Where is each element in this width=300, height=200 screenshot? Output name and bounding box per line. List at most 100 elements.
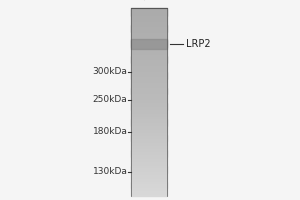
Bar (130, 82, 166, 83)
Text: LRP2: LRP2 (186, 39, 211, 49)
Bar (130, 195, 166, 196)
Bar (130, 131, 166, 132)
Bar (130, 11, 166, 13)
Bar (130, 108, 166, 110)
Bar (130, 31, 166, 32)
Bar (130, 167, 166, 169)
Bar (130, 40, 166, 41)
Bar (130, 138, 166, 140)
Bar (130, 185, 166, 187)
Bar (130, 49, 166, 50)
Bar (130, 35, 166, 36)
Bar (130, 193, 166, 194)
Bar (130, 142, 166, 143)
Bar (130, 25, 166, 26)
Bar (130, 30, 166, 32)
Bar (130, 47, 166, 48)
Bar (130, 48, 166, 49)
Bar (130, 99, 166, 100)
Bar (130, 157, 166, 158)
Bar (130, 122, 166, 124)
Bar (130, 178, 166, 179)
Bar (130, 56, 166, 57)
Bar (130, 68, 166, 69)
Bar (130, 84, 166, 85)
Bar (130, 52, 166, 53)
Bar (130, 77, 166, 79)
Bar (130, 123, 166, 125)
Bar (130, 107, 166, 109)
Bar (130, 129, 166, 130)
Bar (130, 79, 166, 80)
Bar (130, 102, 166, 103)
Bar (130, 16, 166, 17)
Bar (130, 133, 166, 134)
Bar (130, 143, 166, 144)
Bar (130, 22, 166, 23)
Bar (130, 176, 166, 177)
Bar (130, 93, 166, 94)
Bar (130, 59, 166, 61)
Bar (130, 34, 166, 35)
Bar (130, 72, 166, 73)
Text: Mouse lung: Mouse lung (139, 0, 182, 2)
Bar (130, 38, 166, 39)
Bar (130, 57, 166, 59)
Bar (130, 96, 166, 97)
Text: 300kDa: 300kDa (93, 68, 128, 76)
Bar (130, 127, 166, 128)
Bar (130, 150, 166, 152)
Bar (130, 168, 166, 170)
Bar (130, 20, 166, 21)
Bar (130, 72, 166, 74)
Bar (130, 17, 166, 18)
Bar (130, 113, 166, 114)
Bar (130, 43, 166, 45)
Bar (130, 91, 166, 93)
Bar (130, 166, 166, 168)
Bar (130, 70, 166, 71)
Bar (130, 41, 166, 43)
Bar (130, 50, 166, 51)
Bar (130, 119, 166, 121)
Bar (130, 145, 166, 146)
Bar (130, 76, 166, 78)
Bar (130, 137, 166, 139)
Bar (130, 125, 166, 126)
Bar (130, 134, 166, 135)
Bar (130, 19, 166, 20)
Bar (130, 161, 166, 162)
Bar (130, 180, 166, 181)
Bar (130, 75, 166, 77)
Bar (130, 12, 166, 14)
Bar (130, 51, 166, 52)
Bar (130, 169, 166, 171)
Bar (130, 56, 166, 58)
Bar (130, 105, 166, 107)
Bar (130, 189, 166, 190)
Bar (130, 148, 166, 149)
Bar (130, 87, 166, 88)
Bar (130, 85, 166, 86)
Bar (130, 29, 166, 31)
Bar (130, 164, 166, 165)
Bar (130, 74, 166, 76)
Bar (130, 8, 166, 9)
Bar (130, 61, 166, 63)
Bar (130, 150, 166, 151)
Bar (130, 181, 166, 182)
Bar (130, 65, 166, 66)
Bar (130, 111, 166, 112)
Bar (130, 166, 166, 167)
Bar (130, 120, 166, 122)
Bar (130, 151, 166, 153)
Bar (130, 92, 166, 94)
Bar (130, 146, 166, 147)
Bar (130, 83, 166, 84)
Bar (130, 162, 166, 163)
Bar (130, 186, 166, 188)
Bar (130, 165, 166, 166)
Bar (130, 18, 166, 19)
Bar (130, 170, 166, 172)
Bar (130, 90, 166, 92)
